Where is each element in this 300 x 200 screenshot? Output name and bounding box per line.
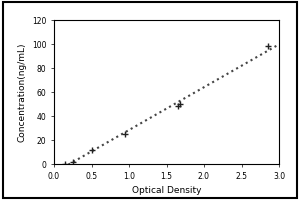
Y-axis label: Concentration(ng/mL): Concentration(ng/mL) [17,42,26,142]
X-axis label: Optical Density: Optical Density [132,186,201,195]
